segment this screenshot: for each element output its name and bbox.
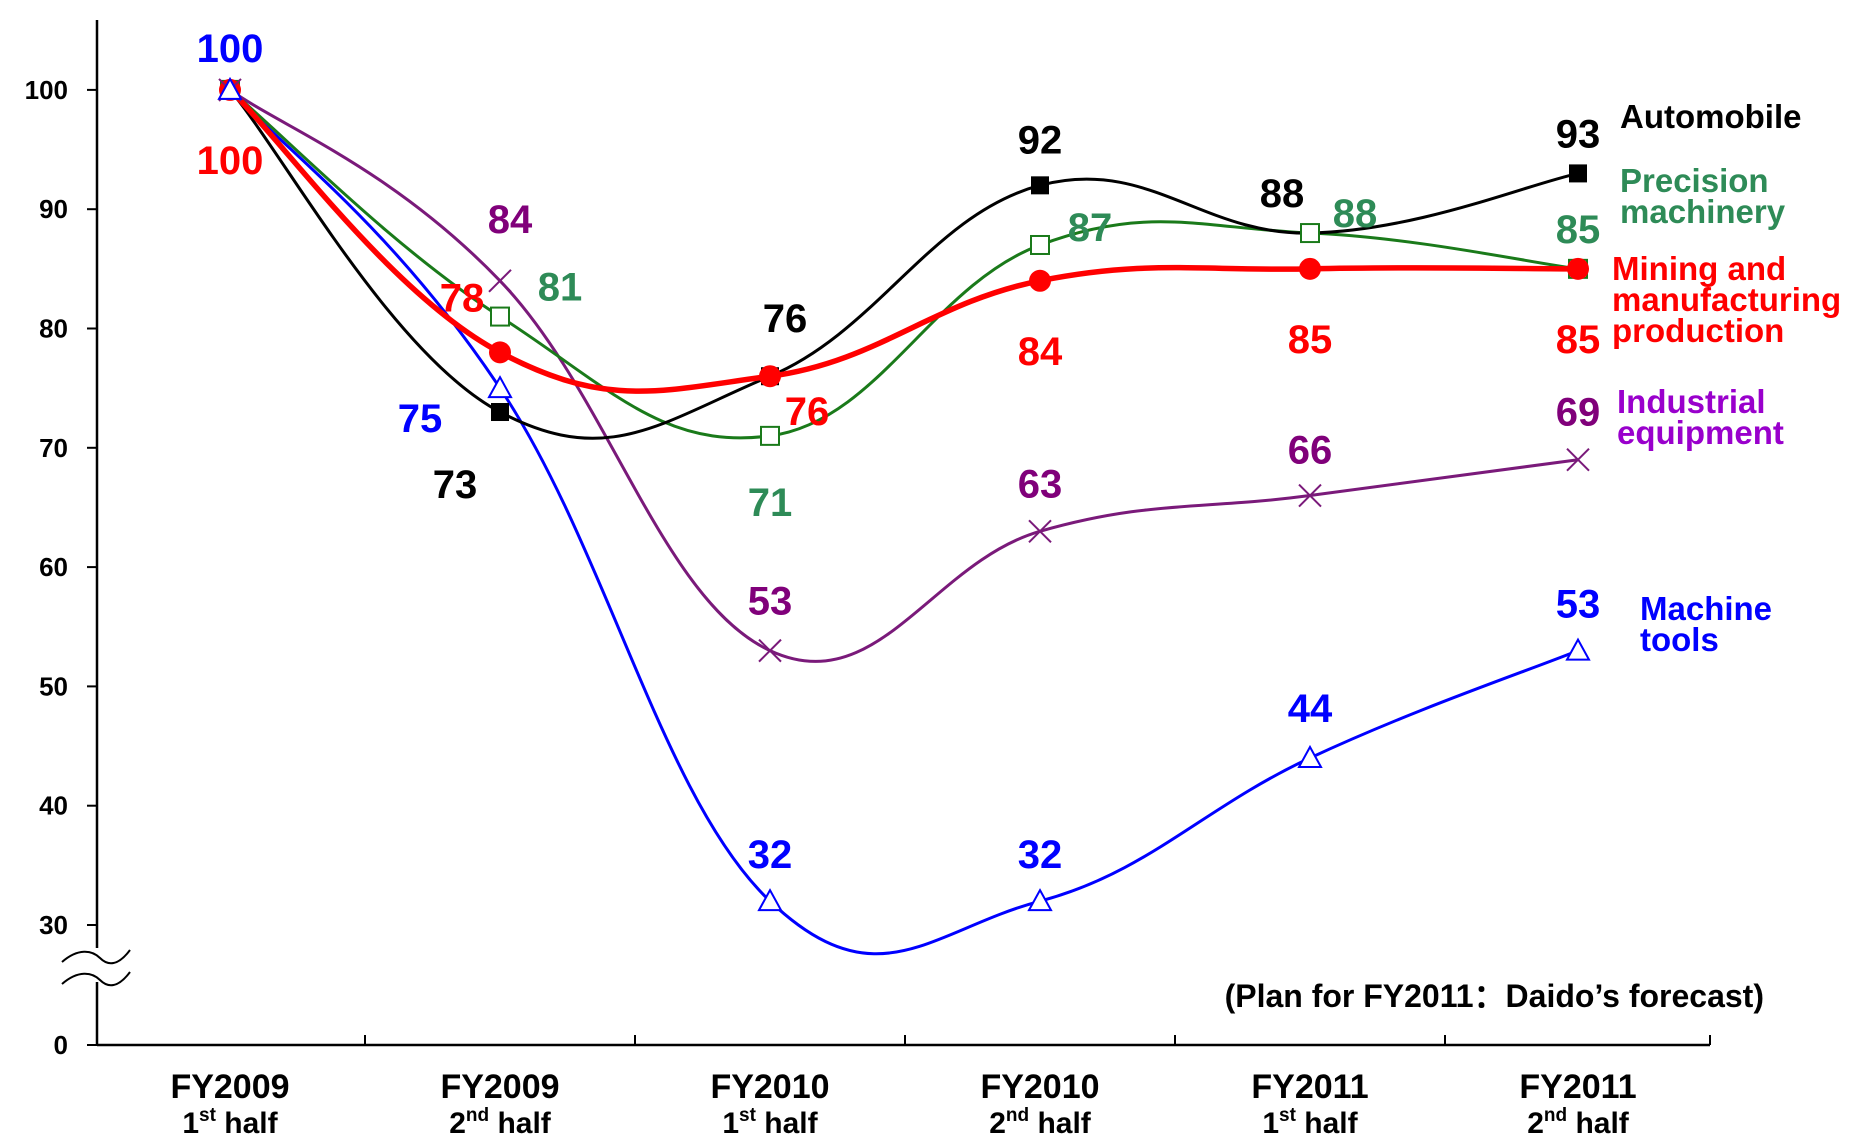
series-line xyxy=(228,88,1579,440)
data-label: 71 xyxy=(748,481,793,525)
x-category-year-label: FY2009 xyxy=(440,1068,559,1106)
y-tick-label: 30 xyxy=(39,910,68,940)
y-tick-label: 90 xyxy=(39,194,68,224)
data-point-marker xyxy=(758,638,782,663)
data-point-marker xyxy=(1300,223,1320,244)
legend-label: Machine xyxy=(1640,590,1772,627)
data-label: 93 xyxy=(1556,112,1601,156)
series-markers xyxy=(217,76,1591,912)
x-category-half-label: 1st half xyxy=(722,1105,818,1139)
data-label: 88 xyxy=(1333,192,1378,236)
data-label: 73 xyxy=(433,463,478,507)
data-label: 100 xyxy=(197,27,264,71)
legend-label: Mining and xyxy=(1612,250,1786,287)
data-label: 53 xyxy=(748,580,793,624)
data-point-marker xyxy=(1030,234,1050,255)
series-line xyxy=(229,88,1579,663)
x-category-year-label: FY2010 xyxy=(980,1068,1099,1106)
data-point-marker xyxy=(489,341,511,364)
data-point-marker xyxy=(491,403,509,422)
x-category-half-label: 2nd half xyxy=(989,1105,1092,1139)
data-label: 78 xyxy=(440,276,485,320)
x-category-half-label: 1st half xyxy=(182,1105,278,1139)
y-tick-label: 60 xyxy=(39,552,68,582)
data-point-marker xyxy=(1565,637,1591,661)
data-label: 84 xyxy=(488,198,533,242)
data-label: 32 xyxy=(748,833,793,877)
y-tick-label: 80 xyxy=(39,314,68,344)
series-lines xyxy=(228,87,1579,956)
data-point-marker xyxy=(1297,744,1323,768)
data-label: 85 xyxy=(1556,318,1601,362)
legend-label: machinery xyxy=(1620,193,1786,230)
data-label: 75 xyxy=(398,397,443,441)
forecast-note: (Plan for FY2011：Daido’s forecast) xyxy=(1225,978,1764,1014)
x-category-year-label: FY2009 xyxy=(170,1068,289,1106)
data-point-marker xyxy=(1298,483,1322,508)
legend-label: production xyxy=(1612,312,1784,349)
y-tick-label: 50 xyxy=(39,671,68,701)
legend-label: tools xyxy=(1640,621,1719,658)
data-label: 53 xyxy=(1556,583,1601,627)
data-point-marker xyxy=(1569,164,1587,183)
y-tick-label: 100 xyxy=(25,75,68,105)
data-label: 76 xyxy=(763,297,808,341)
data-point-marker xyxy=(759,365,781,388)
data-label: 69 xyxy=(1556,391,1601,435)
data-point-marker xyxy=(1299,257,1321,280)
data-point-marker xyxy=(757,888,783,912)
data-point-marker xyxy=(1028,519,1052,544)
data-point-marker xyxy=(217,76,243,100)
legend-label: Industrial xyxy=(1617,383,1766,420)
x-category-year-label: FY2010 xyxy=(710,1068,829,1106)
data-label: 88 xyxy=(1260,172,1305,216)
data-point-marker xyxy=(487,375,513,399)
data-point-marker xyxy=(1027,888,1053,912)
data-point-marker xyxy=(490,306,510,327)
data-label: 92 xyxy=(1018,118,1063,162)
y-tick-label: 40 xyxy=(39,791,68,821)
data-label: 87 xyxy=(1068,206,1113,250)
data-point-marker xyxy=(1566,448,1590,472)
data-label: 81 xyxy=(538,266,583,310)
data-labels: 73 76 92 88 93 81 71 87 88 85 100 78 76 84 85 85 84 53 63 6… xyxy=(197,27,1601,877)
data-label: 100 xyxy=(197,139,264,183)
data-label: 85 xyxy=(1288,318,1333,362)
data-label: 76 xyxy=(785,390,830,434)
legend-label: Precision xyxy=(1620,162,1769,199)
data-point-marker xyxy=(1029,269,1051,292)
series-line xyxy=(229,88,1579,440)
x-category-half-label: 2nd half xyxy=(449,1105,552,1139)
data-point-marker xyxy=(760,425,780,446)
legend-label: equipment xyxy=(1617,414,1784,451)
axis-break-mark xyxy=(61,971,131,987)
x-category-half-label: 1st half xyxy=(1262,1105,1358,1139)
x-category-year-label: FY2011 xyxy=(1519,1068,1636,1106)
x-category-half-label: 2nd half xyxy=(1527,1105,1630,1139)
x-category-year-label: FY2011 xyxy=(1251,1068,1368,1106)
y-tick-label: 0 xyxy=(54,1030,68,1060)
data-label: 32 xyxy=(1018,833,1063,877)
axis-break-mark xyxy=(61,949,131,965)
legend-label: Automobile xyxy=(1620,98,1801,135)
series-line xyxy=(228,87,1579,394)
legend-label: manufacturing xyxy=(1612,281,1841,318)
data-label: 66 xyxy=(1288,429,1333,473)
data-label: 63 xyxy=(1018,462,1063,506)
y-tick-label: 70 xyxy=(39,433,68,463)
data-label: 44 xyxy=(1288,687,1333,731)
data-label: 85 xyxy=(1556,208,1601,252)
data-label: 84 xyxy=(1018,330,1063,374)
data-point-marker xyxy=(488,269,512,293)
data-point-marker xyxy=(1567,257,1589,280)
data-point-marker xyxy=(1031,176,1049,195)
